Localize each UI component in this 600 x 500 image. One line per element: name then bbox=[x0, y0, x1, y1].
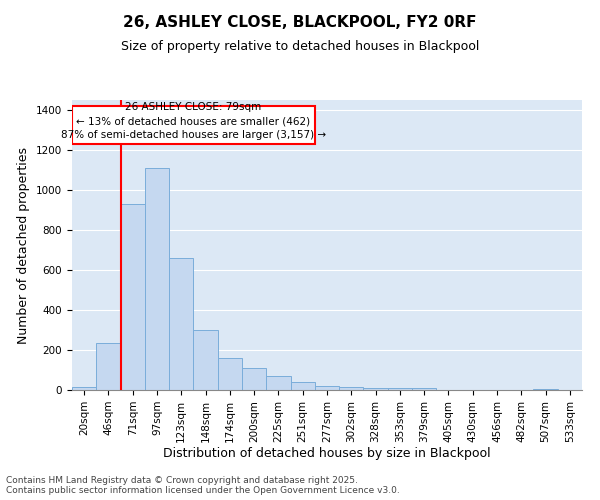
Text: Contains HM Land Registry data © Crown copyright and database right 2025.
Contai: Contains HM Land Registry data © Crown c… bbox=[6, 476, 400, 495]
Bar bbox=[72, 387, 96, 390]
Bar bbox=[533, 389, 558, 390]
Bar bbox=[145, 168, 169, 390]
Text: Size of property relative to detached houses in Blackpool: Size of property relative to detached ho… bbox=[121, 40, 479, 53]
Bar bbox=[121, 204, 145, 390]
Text: 26, ASHLEY CLOSE, BLACKPOOL, FY2 0RF: 26, ASHLEY CLOSE, BLACKPOOL, FY2 0RF bbox=[123, 15, 477, 30]
X-axis label: Distribution of detached houses by size in Blackpool: Distribution of detached houses by size … bbox=[163, 448, 491, 460]
Text: 26 ASHLEY CLOSE: 79sqm
← 13% of detached houses are smaller (462)
87% of semi-de: 26 ASHLEY CLOSE: 79sqm ← 13% of detached… bbox=[61, 102, 326, 140]
Y-axis label: Number of detached properties: Number of detached properties bbox=[17, 146, 31, 344]
Bar bbox=[242, 368, 266, 390]
FancyBboxPatch shape bbox=[72, 106, 315, 144]
Bar bbox=[193, 330, 218, 390]
Bar bbox=[412, 388, 436, 390]
Bar bbox=[364, 388, 388, 390]
Bar bbox=[169, 258, 193, 390]
Bar bbox=[290, 382, 315, 390]
Bar bbox=[315, 386, 339, 390]
Bar bbox=[266, 376, 290, 390]
Bar bbox=[218, 358, 242, 390]
Bar bbox=[96, 343, 121, 390]
Bar bbox=[339, 387, 364, 390]
Bar bbox=[388, 388, 412, 390]
